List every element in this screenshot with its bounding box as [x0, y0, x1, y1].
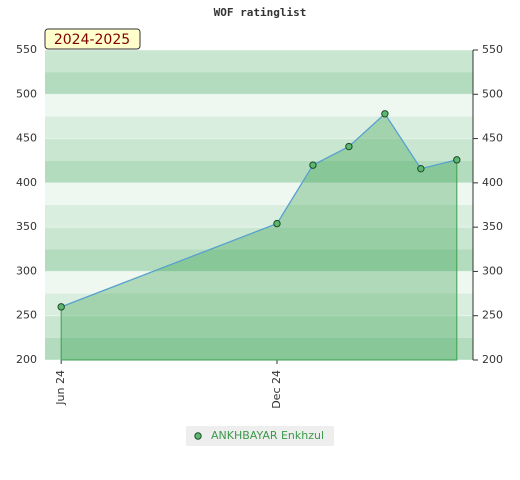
- band: [45, 227, 473, 250]
- y-tick-label: 450: [16, 132, 37, 145]
- point: [453, 156, 461, 164]
- band: [45, 315, 473, 338]
- band: [45, 182, 473, 205]
- band: [45, 293, 473, 316]
- point: [273, 219, 281, 228]
- y2-tick-label: 200: [482, 353, 503, 366]
- y-tick-label: 250: [16, 309, 37, 322]
- band: [45, 205, 473, 228]
- legend: [186, 426, 334, 446]
- x-tick-label: Jun 24: [54, 370, 67, 406]
- band: [45, 72, 473, 95]
- period-label: 2024-2025: [54, 32, 130, 48]
- y2-tick-label: 500: [482, 87, 503, 100]
- y-tick-label: 200: [16, 353, 37, 366]
- point: [417, 164, 425, 173]
- band: [45, 116, 473, 139]
- band: [45, 94, 473, 117]
- legend-marker: [194, 432, 202, 440]
- point: [57, 303, 65, 311]
- y2-tick-label: 350: [482, 220, 503, 233]
- band: [45, 271, 473, 294]
- background: [45, 50, 473, 360]
- y-tick-label: 400: [16, 176, 37, 189]
- period-box: [44, 28, 141, 50]
- y2-tick-label: 300: [482, 264, 503, 277]
- legend-label: ANKHBAYAR Enkhzul: [211, 429, 324, 442]
- y-tick-label: 500: [16, 87, 37, 100]
- x-tick-label: Dec 24: [270, 370, 283, 409]
- point: [381, 110, 389, 118]
- band: [45, 249, 473, 272]
- y-tick-label: 350: [16, 220, 37, 233]
- y-tick-label: 550: [16, 43, 37, 56]
- band: [45, 50, 473, 73]
- y-tick-label: 300: [16, 264, 37, 277]
- y2-tick-label: 250: [482, 309, 503, 322]
- band: [45, 138, 473, 161]
- y2-tick-label: 450: [482, 132, 503, 145]
- band: [45, 160, 473, 183]
- band: [45, 337, 473, 360]
- y2-tick-label: 550: [482, 43, 503, 56]
- chart-title: WOF ratinglist: [214, 6, 307, 19]
- y2-tick-label: 400: [482, 176, 503, 189]
- point: [345, 142, 353, 151]
- point: [309, 161, 317, 169]
